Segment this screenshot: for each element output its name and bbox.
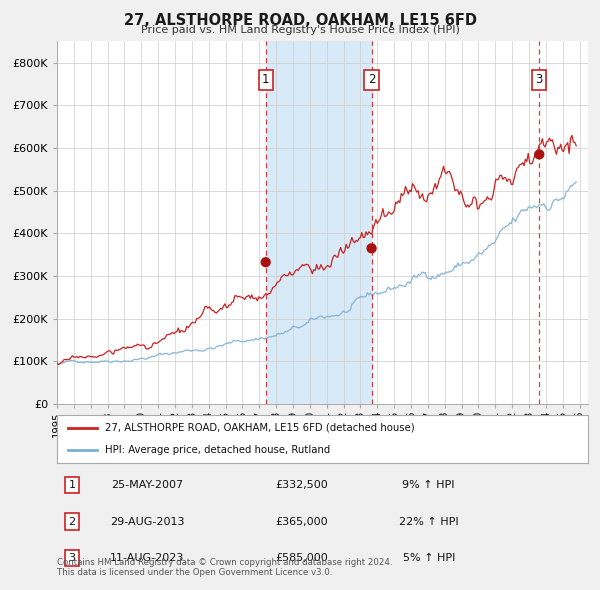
Bar: [266, 41, 371, 404]
Text: 22% ↑ HPI: 22% ↑ HPI: [399, 517, 458, 526]
Text: 27, ALSTHORPE ROAD, OAKHAM, LE15 6FD: 27, ALSTHORPE ROAD, OAKHAM, LE15 6FD: [124, 13, 476, 28]
Point: [367, 244, 376, 253]
Text: £365,000: £365,000: [275, 517, 328, 526]
Text: 9% ↑ HPI: 9% ↑ HPI: [403, 480, 455, 490]
Text: 1: 1: [68, 480, 76, 490]
Text: Contains HM Land Registry data © Crown copyright and database right 2024.
This d: Contains HM Land Registry data © Crown c…: [57, 558, 392, 577]
Text: 2: 2: [68, 517, 76, 526]
Point: [261, 257, 271, 267]
Text: 1: 1: [262, 73, 269, 86]
Text: 25-MAY-2007: 25-MAY-2007: [111, 480, 184, 490]
Text: 2: 2: [368, 73, 376, 86]
Text: HPI: Average price, detached house, Rutland: HPI: Average price, detached house, Rutl…: [105, 445, 330, 455]
Text: 11-AUG-2023: 11-AUG-2023: [110, 553, 184, 563]
Bar: [539, 41, 588, 404]
Text: 3: 3: [536, 73, 543, 86]
Point: [535, 150, 544, 159]
Text: 29-AUG-2013: 29-AUG-2013: [110, 517, 185, 526]
Text: £332,500: £332,500: [275, 480, 328, 490]
Text: £585,000: £585,000: [275, 553, 328, 563]
Text: 27, ALSTHORPE ROAD, OAKHAM, LE15 6FD (detached house): 27, ALSTHORPE ROAD, OAKHAM, LE15 6FD (de…: [105, 423, 415, 433]
Text: 5% ↑ HPI: 5% ↑ HPI: [403, 553, 455, 563]
Text: 3: 3: [68, 553, 76, 563]
Text: Price paid vs. HM Land Registry's House Price Index (HPI): Price paid vs. HM Land Registry's House …: [140, 25, 460, 35]
